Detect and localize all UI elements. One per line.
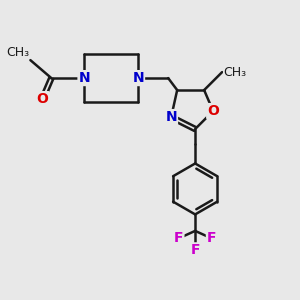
Text: CH₃: CH₃	[224, 66, 247, 79]
Text: F: F	[174, 231, 183, 245]
Text: F: F	[207, 231, 216, 245]
Text: F: F	[190, 243, 200, 257]
Text: N: N	[79, 71, 90, 85]
Text: CH₃: CH₃	[6, 46, 29, 59]
Text: O: O	[36, 92, 48, 106]
Text: N: N	[165, 110, 177, 124]
Text: O: O	[207, 104, 219, 118]
Text: N: N	[132, 71, 144, 85]
